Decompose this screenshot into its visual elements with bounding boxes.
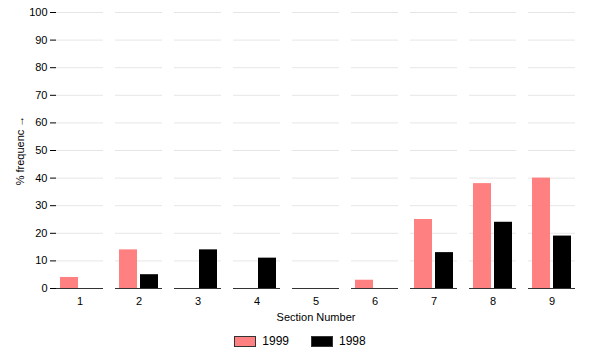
svg-text:90: 90 (35, 34, 47, 46)
svg-text:Section Number: Section Number (277, 311, 356, 323)
svg-text:20: 20 (35, 227, 47, 239)
svg-text:8: 8 (490, 295, 496, 307)
svg-text:7: 7 (431, 295, 437, 307)
svg-text:2: 2 (136, 295, 142, 307)
svg-text:80: 80 (35, 61, 47, 73)
svg-text:3: 3 (195, 295, 201, 307)
svg-text:30: 30 (35, 199, 47, 211)
svg-text:60: 60 (35, 116, 47, 128)
html-text:1998: 1998 (339, 334, 366, 348)
svg-text:9: 9 (549, 295, 555, 307)
html-text:1999: 1999 (262, 334, 289, 348)
svg-text:100: 100 (29, 6, 47, 18)
svg-text:5: 5 (313, 295, 319, 307)
svg-text:40: 40 (35, 172, 47, 184)
svg-text:70: 70 (35, 89, 47, 101)
svg-text:0: 0 (41, 282, 47, 294)
svg-text:% frequenc →: % frequenc → (14, 116, 26, 186)
svg-text:10: 10 (35, 254, 47, 266)
svg-text:50: 50 (35, 144, 47, 156)
svg-text:1: 1 (77, 295, 83, 307)
svg-text:6: 6 (372, 295, 378, 307)
svg-text:4: 4 (254, 295, 260, 307)
